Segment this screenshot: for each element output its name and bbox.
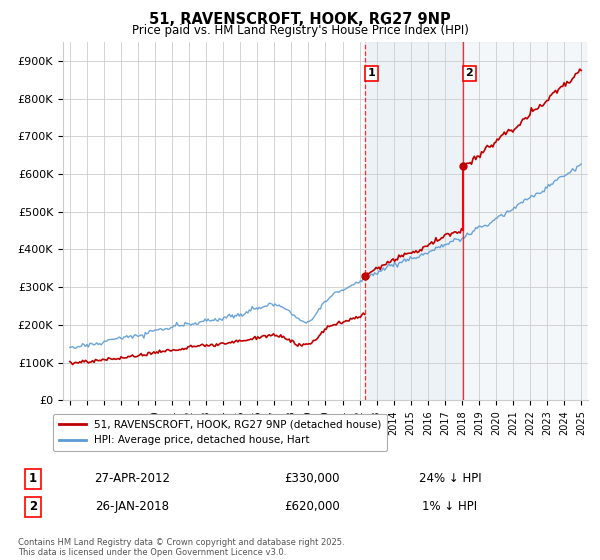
Legend: 51, RAVENSCROFT, HOOK, RG27 9NP (detached house), HPI: Average price, detached h: 51, RAVENSCROFT, HOOK, RG27 9NP (detache… bbox=[53, 414, 388, 451]
Bar bbox=[463, 42, 586, 400]
Text: 26-JAN-2018: 26-JAN-2018 bbox=[95, 500, 169, 514]
Text: 2: 2 bbox=[29, 500, 37, 514]
Text: £330,000: £330,000 bbox=[284, 472, 340, 486]
Text: 2: 2 bbox=[466, 68, 473, 78]
Text: 24% ↓ HPI: 24% ↓ HPI bbox=[419, 472, 481, 486]
Text: £620,000: £620,000 bbox=[284, 500, 340, 514]
Text: 1: 1 bbox=[368, 68, 376, 78]
Text: 1: 1 bbox=[29, 472, 37, 486]
Text: Price paid vs. HM Land Registry's House Price Index (HPI): Price paid vs. HM Land Registry's House … bbox=[131, 24, 469, 37]
Text: 1% ↓ HPI: 1% ↓ HPI bbox=[422, 500, 478, 514]
Text: 51, RAVENSCROFT, HOOK, RG27 9NP: 51, RAVENSCROFT, HOOK, RG27 9NP bbox=[149, 12, 451, 27]
Text: Contains HM Land Registry data © Crown copyright and database right 2025.
This d: Contains HM Land Registry data © Crown c… bbox=[18, 538, 344, 557]
Bar bbox=[365, 42, 463, 400]
Text: 27-APR-2012: 27-APR-2012 bbox=[94, 472, 170, 486]
